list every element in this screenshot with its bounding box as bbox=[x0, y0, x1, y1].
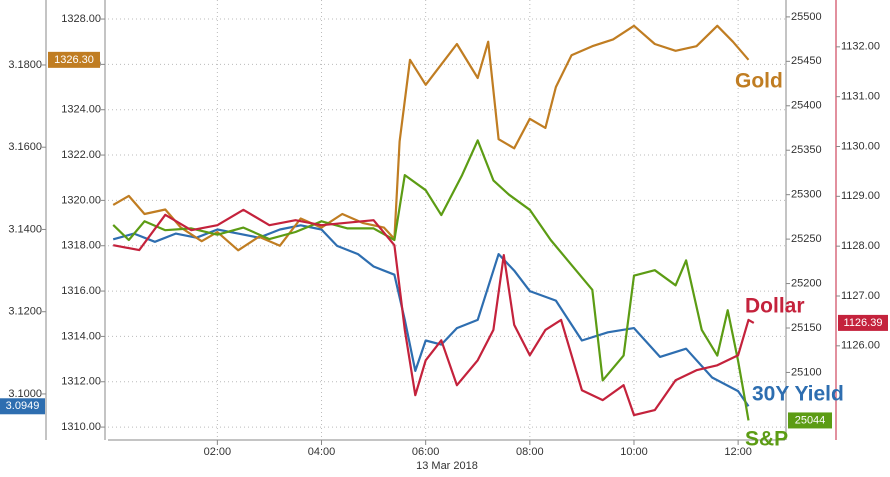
y-tick-label: 25450 bbox=[791, 55, 822, 67]
value-box bbox=[838, 314, 888, 331]
y-tick-label: 3.1200 bbox=[8, 306, 42, 318]
value-box-label: 1126.39 bbox=[844, 317, 883, 329]
y-tick-label: 1127.00 bbox=[841, 290, 880, 302]
y-tick-label: 25100 bbox=[791, 366, 822, 378]
x-tick-label: 12:00 bbox=[724, 446, 752, 458]
y-tick-label: 1132.00 bbox=[841, 41, 880, 53]
series-line bbox=[112, 208, 755, 417]
series-line bbox=[112, 24, 750, 252]
y-tick-label: 25200 bbox=[791, 277, 822, 289]
y-tick-label: 1131.00 bbox=[841, 91, 880, 103]
x-tick-label: 10:00 bbox=[620, 446, 648, 458]
y-tick-label: 1322.00 bbox=[61, 149, 101, 161]
value-box-label: 3.0949 bbox=[6, 400, 40, 412]
y-tick-label: 3.1600 bbox=[8, 141, 42, 153]
y-tick-label: 1126.00 bbox=[841, 340, 880, 352]
value-box-label: 1326.30 bbox=[54, 54, 94, 66]
y-tick-label: 25150 bbox=[791, 322, 822, 334]
series-label: 30Y Yield bbox=[752, 383, 844, 406]
y-tick-label: 25250 bbox=[791, 233, 822, 245]
y-tick-label: 1129.00 bbox=[841, 190, 880, 202]
y-tick-label: 1324.00 bbox=[61, 104, 101, 116]
series-label: Dollar bbox=[745, 295, 805, 318]
y-tick-label: 25300 bbox=[791, 189, 822, 201]
y-tick-label: 3.1400 bbox=[8, 223, 42, 235]
y-tick-label: 25500 bbox=[791, 11, 822, 23]
series-label: Gold bbox=[735, 70, 783, 93]
value-box-label: 25044 bbox=[795, 414, 826, 426]
x-tick-label: 02:00 bbox=[204, 446, 232, 458]
x-tick-label: 04:00 bbox=[308, 446, 336, 458]
y-tick-label: 3.1800 bbox=[8, 59, 42, 71]
y-tick-label: 25400 bbox=[791, 100, 822, 112]
series-label: S&P bbox=[745, 428, 788, 451]
y-tick-label: 25350 bbox=[791, 144, 822, 156]
y-tick-label: 1128.00 bbox=[841, 240, 880, 252]
y-tick-label: 1312.00 bbox=[61, 376, 101, 388]
y-tick-label: 1310.00 bbox=[61, 421, 101, 433]
y-tick-label: 1316.00 bbox=[61, 285, 101, 297]
value-box bbox=[0, 398, 45, 415]
y-tick-label: 1320.00 bbox=[61, 194, 101, 206]
y-tick-label: 1130.00 bbox=[841, 140, 880, 152]
series-line bbox=[112, 224, 750, 407]
x-tick-label: 06:00 bbox=[412, 446, 440, 458]
value-box bbox=[48, 51, 100, 68]
value-box bbox=[788, 412, 832, 429]
y-tick-label: 1328.00 bbox=[61, 13, 101, 25]
series-line bbox=[112, 139, 750, 421]
x-tick-label: 08:00 bbox=[516, 446, 544, 458]
y-tick-label: 3.1000 bbox=[8, 388, 42, 400]
y-tick-label: 1318.00 bbox=[61, 240, 101, 252]
x-axis-label: 13 Mar 2018 bbox=[416, 460, 478, 472]
y-tick-label: 1314.00 bbox=[61, 330, 101, 342]
